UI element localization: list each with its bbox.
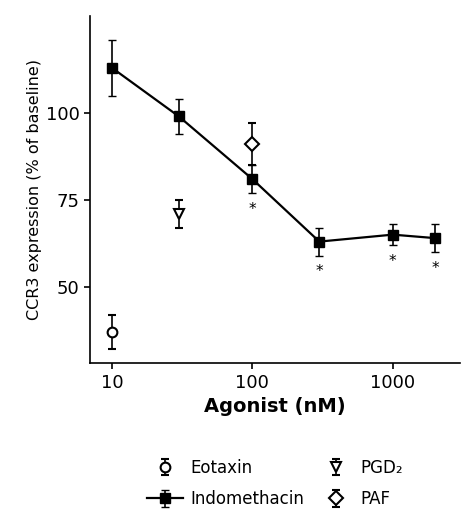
X-axis label: Agonist (nM): Agonist (nM) <box>204 397 346 416</box>
Legend: Eotaxin, Indomethacin, PGD₂, PAF: Eotaxin, Indomethacin, PGD₂, PAF <box>140 452 410 515</box>
Text: *: * <box>248 201 256 216</box>
Text: *: * <box>431 261 439 276</box>
Text: *: * <box>389 254 397 269</box>
Y-axis label: CCR3 expression (% of baseline): CCR3 expression (% of baseline) <box>27 59 42 320</box>
Text: *: * <box>316 264 323 279</box>
